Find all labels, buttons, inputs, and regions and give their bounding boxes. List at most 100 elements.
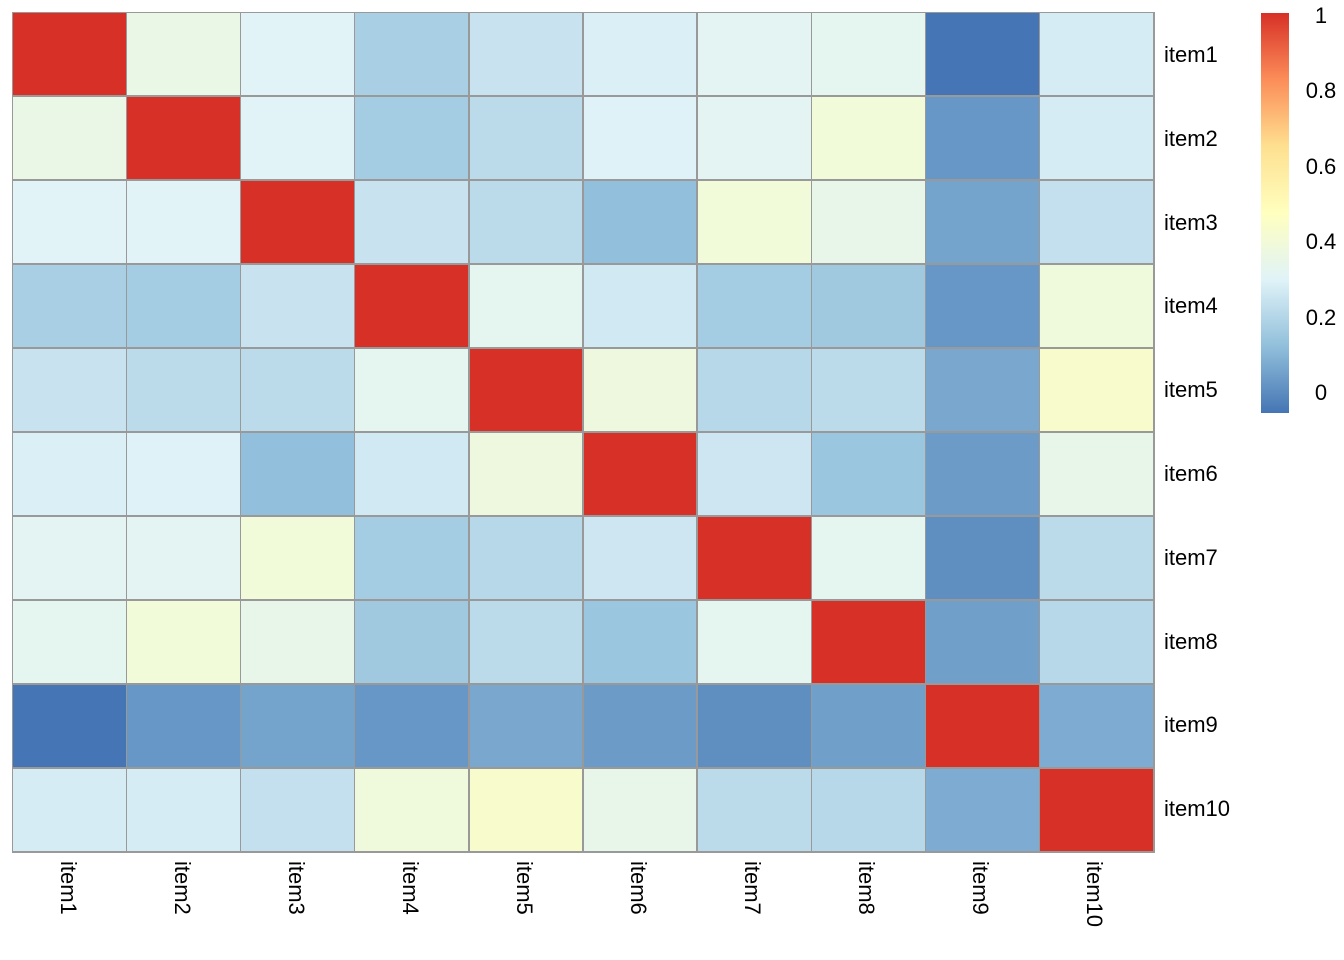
column-label: item7 [740,861,765,915]
heatmap-cell [1040,684,1153,768]
heatmap-cell [241,684,354,768]
heatmap-cell [812,348,925,432]
heatmap-cell [583,516,697,600]
heatmap-cell [355,768,469,851]
heatmap-cell [812,96,925,180]
row-label: item8 [1164,628,1218,654]
heatmap-cell [127,684,240,768]
heatmap-cell [355,684,469,768]
heatmap-cell [583,96,697,180]
heatmap-cell [697,180,811,264]
heatmap-cell [583,432,697,516]
heatmap-cell [812,13,925,96]
heatmap-cell [241,768,354,851]
heatmap-cell [926,96,1039,180]
colorbar-gradient [1261,13,1289,413]
heatmap-grid [11,11,1155,853]
heatmap-cell [127,348,240,432]
heatmap-cell [469,264,583,348]
heatmap-cell [697,264,811,348]
heatmap-cell [13,264,126,348]
heatmap-cell [13,600,126,684]
colorbar-tick-label: 0.2 [1305,304,1337,330]
heatmap-cell [127,600,240,684]
heatmap-cell [355,96,469,180]
heatmap-cell [812,684,925,768]
heatmap-cell [697,348,811,432]
heatmap-cell [127,432,240,516]
heatmap-cell [13,13,126,96]
heatmap-cell [1040,96,1153,180]
heatmap-cell [127,516,240,600]
row-label: item7 [1164,544,1218,570]
heatmap-cell [1040,768,1153,851]
heatmap-cell [355,264,469,348]
heatmap-cell [697,96,811,180]
row-label: item4 [1164,293,1218,319]
heatmap-cell [697,684,811,768]
heatmap-cell [13,348,126,432]
column-label: item9 [968,861,993,915]
heatmap-cell [1040,264,1153,348]
heatmap-cell [926,768,1039,851]
heatmap-cell [241,180,354,264]
heatmap-cell [469,600,583,684]
heatmap-cell [469,684,583,768]
heatmap-cell [241,348,354,432]
heatmap-cell [697,768,811,851]
heatmap-cell [926,13,1039,96]
heatmap-cell [241,600,354,684]
heatmap-cell [355,516,469,600]
column-label: item1 [56,861,81,915]
colorbar-tick-label: 0.8 [1305,78,1337,104]
heatmap-cell [697,600,811,684]
heatmap-cell [812,180,925,264]
heatmap-cell [926,348,1039,432]
heatmap-cell [469,768,583,851]
column-label: item6 [626,861,651,915]
heatmap-cell [1040,600,1153,684]
heatmap-cell [583,13,697,96]
heatmap-cell [469,180,583,264]
row-label: item2 [1164,125,1218,151]
colorbar-tick-label: 0.4 [1305,229,1337,255]
heatmap-cell [127,13,240,96]
heatmap-cell [1040,180,1153,264]
heatmap-cell [812,768,925,851]
row-label: item5 [1164,377,1218,403]
heatmap-cell [355,180,469,264]
heatmap-cell [697,516,811,600]
heatmap-cell [926,432,1039,516]
heatmap-cell [926,684,1039,768]
heatmap-cell [469,13,583,96]
heatmap-cell [127,96,240,180]
heatmap-cell [241,264,354,348]
colorbar-tick-label: 0 [1314,380,1328,406]
heatmap-cell [812,600,925,684]
heatmap-cell [469,96,583,180]
colorbar-tick-label: 1 [1314,3,1328,28]
heatmap-cell [469,516,583,600]
heatmap-cell [1040,13,1153,96]
heatmap-cell [355,600,469,684]
column-label: item4 [398,861,423,915]
heatmap-cell [583,684,697,768]
heatmap-cell [355,348,469,432]
heatmap-cell [13,684,126,768]
heatmap-cell [13,516,126,600]
colorbar-tick-label: 0.6 [1305,153,1337,179]
heatmap-cell [697,432,811,516]
heatmap-cell [127,264,240,348]
heatmap-cell [1040,432,1153,516]
heatmap-cell [13,768,126,851]
heatmap-cell [13,432,126,516]
column-label: item8 [854,861,879,915]
heatmap-cell [355,432,469,516]
heatmap-cell [13,96,126,180]
heatmap-cell [241,432,354,516]
heatmap-cell [926,264,1039,348]
heatmap-cell [127,768,240,851]
heatmap-cell [583,348,697,432]
heatmap-cell [469,432,583,516]
